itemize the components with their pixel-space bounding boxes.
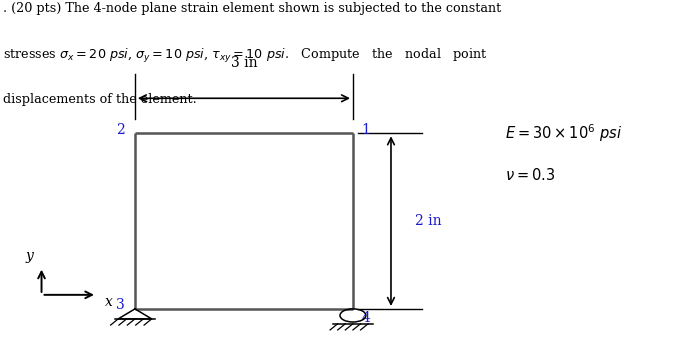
Text: displacements of the element.: displacements of the element. xyxy=(3,93,197,106)
Text: 3 in: 3 in xyxy=(230,56,257,70)
Text: . (20 pts) The 4-node plane strain element shown is subjected to the constant: . (20 pts) The 4-node plane strain eleme… xyxy=(3,2,502,15)
Text: 1: 1 xyxy=(361,123,370,137)
Text: stresses $\sigma_x = 20$ $psi$, $\sigma_y = 10$ $psi$, $\tau_{xy} =10$ $psi$.   : stresses $\sigma_x = 20$ $psi$, $\sigma_… xyxy=(3,47,488,65)
Text: $E = 30\times10^6$ $psi$: $E = 30\times10^6$ $psi$ xyxy=(505,122,622,144)
Text: 2 in: 2 in xyxy=(415,214,441,228)
Text: x: x xyxy=(105,295,113,309)
Text: $\nu = 0.3$: $\nu = 0.3$ xyxy=(505,167,555,184)
Text: 2: 2 xyxy=(116,123,125,137)
Text: 3: 3 xyxy=(116,298,125,312)
Text: y: y xyxy=(25,249,33,263)
Text: 4: 4 xyxy=(361,311,370,325)
